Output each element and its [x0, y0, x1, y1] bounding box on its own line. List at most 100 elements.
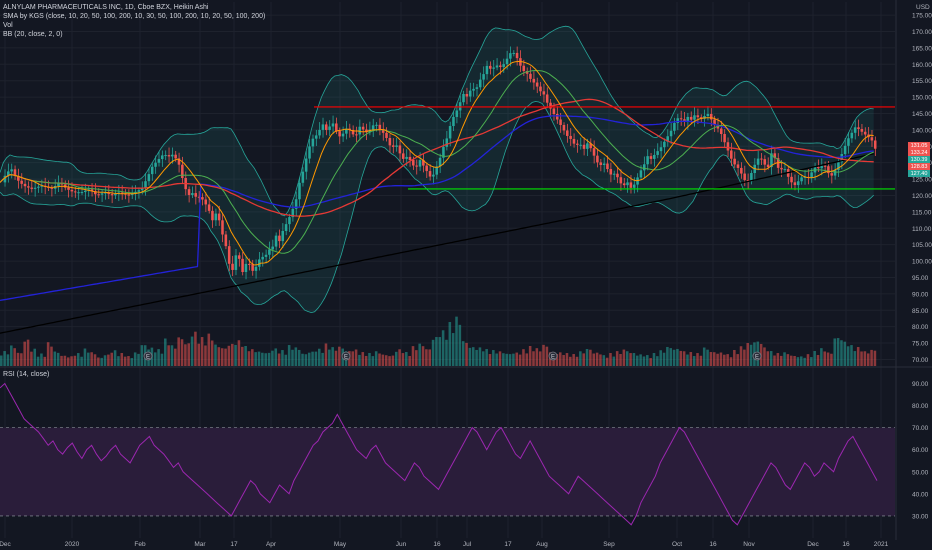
candle-body: [33, 187, 37, 189]
volume-bar: [200, 337, 204, 366]
candle-body: [472, 88, 475, 91]
candle-body: [763, 159, 767, 165]
volume-bar: [555, 354, 559, 366]
candle-body: [532, 78, 536, 83]
volume-bar: [451, 333, 455, 366]
volume-bar: [284, 354, 288, 366]
volume-bar: [672, 349, 676, 366]
candle-body: [335, 123, 338, 132]
candle-body: [646, 156, 649, 165]
volume-bar: [572, 354, 575, 366]
time-axis-label: 17: [230, 541, 238, 548]
time-axis-label: 2020: [65, 541, 80, 548]
volume-bar: [461, 341, 465, 366]
candle-body: [686, 116, 690, 122]
volume-bar: [870, 349, 873, 366]
volume-bar: [538, 351, 542, 366]
volume-bar: [405, 352, 408, 366]
candle-body: [549, 102, 552, 109]
candle-body: [629, 182, 633, 188]
candle-body: [502, 64, 505, 67]
volume-bar: [261, 352, 264, 366]
candle-body: [673, 122, 676, 131]
candle-body: [77, 192, 80, 194]
candle-body: [408, 156, 412, 161]
candle-body: [37, 186, 40, 188]
candle-body: [304, 158, 308, 172]
candle-body: [308, 146, 311, 159]
candle-body: [181, 164, 184, 179]
candle-body: [127, 194, 131, 196]
candle-body: [706, 113, 710, 117]
candle-body: [820, 165, 823, 169]
candle-body: [268, 249, 271, 255]
candle-body: [385, 132, 388, 138]
volume-bar: [56, 352, 60, 366]
candle-body: [619, 177, 623, 184]
candle-body: [191, 193, 194, 195]
volume-bar: [522, 349, 525, 366]
volume-bar: [856, 347, 860, 366]
earnings-marker-label: E: [755, 355, 759, 361]
volume-bar: [495, 353, 498, 366]
volume-bar: [712, 352, 716, 366]
volume-bar: [194, 331, 197, 366]
volume-bar: [639, 354, 642, 366]
candle-body: [723, 134, 726, 143]
candle-body: [586, 143, 589, 149]
candle-body: [545, 94, 549, 103]
candle-body: [251, 264, 254, 271]
candle-body: [783, 169, 787, 171]
candle-body: [693, 115, 696, 120]
volume-bar: [224, 348, 227, 366]
price-tag: [908, 170, 930, 177]
candle-body: [438, 157, 442, 167]
price-tag-label: 127.40: [911, 171, 928, 177]
volume-bar: [528, 346, 532, 366]
volume-bar: [652, 353, 656, 366]
candle-body: [669, 130, 673, 137]
candle-body: [649, 156, 653, 159]
rsi-axis-label: 40.00: [912, 491, 929, 498]
price-axis-label: 150.00: [912, 95, 932, 102]
candle-body: [793, 182, 797, 186]
candle-body: [264, 254, 268, 257]
price-tag-label: 131.05: [911, 143, 928, 149]
candle-body: [512, 52, 515, 54]
candle-body: [760, 158, 763, 160]
volume-bar: [863, 351, 867, 366]
volume-bar: [103, 355, 107, 366]
candle-body: [612, 173, 616, 175]
candle-body: [314, 135, 318, 139]
candle-body: [231, 263, 234, 270]
candle-body: [780, 167, 783, 170]
volume-bar: [324, 343, 328, 366]
volume-bar: [117, 356, 120, 366]
candle-body: [860, 129, 864, 132]
candle-body: [298, 182, 301, 200]
volume-bar: [267, 352, 271, 366]
volume-bar: [542, 344, 545, 366]
volume-bar: [686, 354, 689, 366]
volume-bar: [445, 339, 448, 366]
volume-bar: [441, 330, 445, 366]
candle-body: [666, 136, 669, 142]
volume-bar: [619, 353, 622, 366]
volume-bar: [579, 351, 582, 366]
volume-bar: [10, 345, 13, 366]
candle-body: [810, 172, 813, 178]
rsi-axis-label: 90.00: [912, 381, 929, 388]
volume-bar: [786, 354, 790, 366]
candle-body: [311, 138, 315, 147]
candle-body: [254, 266, 258, 271]
candle-body: [843, 145, 847, 155]
volume-bar: [87, 352, 90, 366]
volume-bar: [314, 351, 318, 366]
candle-body: [579, 144, 582, 146]
price-tag: [908, 156, 930, 163]
volume-bar: [297, 349, 301, 366]
candle-body: [405, 156, 408, 159]
volume-bar: [435, 337, 438, 366]
candle-body: [529, 73, 532, 79]
candle-body: [147, 174, 151, 182]
